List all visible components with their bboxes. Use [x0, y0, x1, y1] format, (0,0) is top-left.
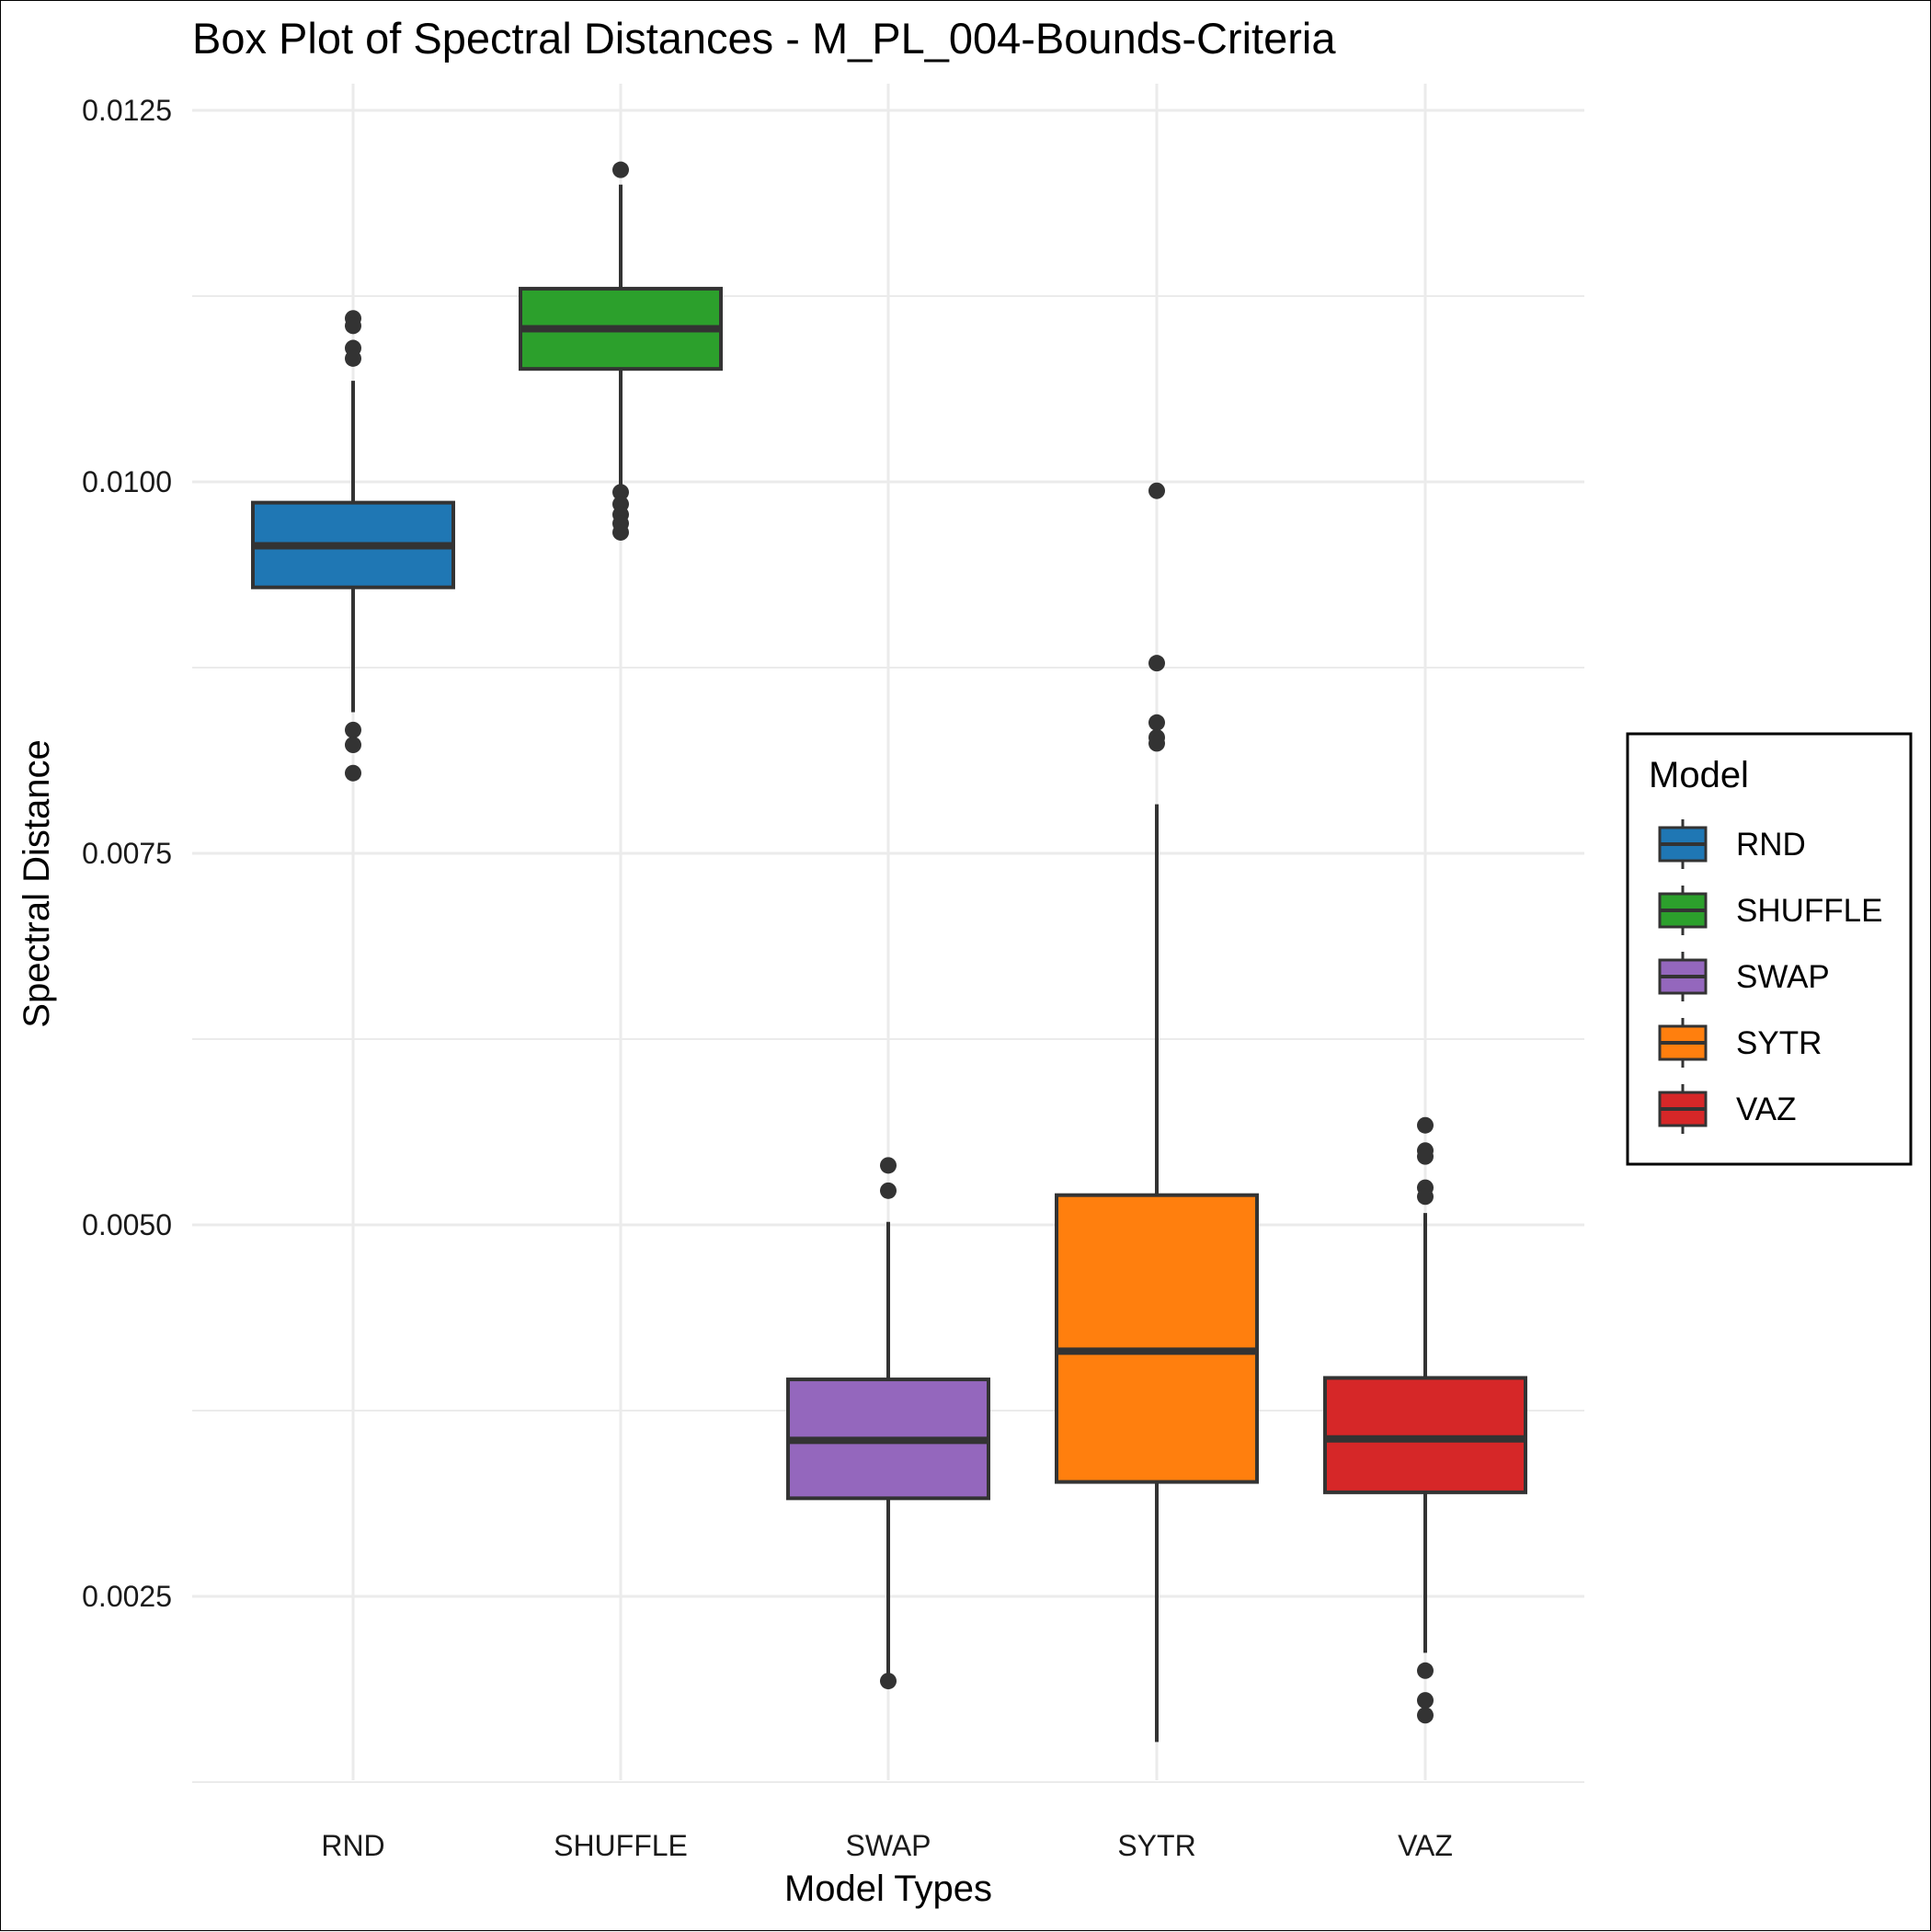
y-tick-label: 0.0075	[82, 837, 172, 870]
x-tick-label: SYTR	[1117, 1829, 1195, 1862]
y-tick-label: 0.0100	[82, 465, 172, 498]
outlier-point	[1417, 1692, 1434, 1709]
legend-label: SWAP	[1736, 959, 1830, 995]
outlier-point	[880, 1157, 897, 1174]
box-sytr	[1055, 482, 1259, 1743]
outlier-point	[1148, 655, 1165, 672]
outlier-point	[880, 1673, 897, 1690]
x-tick-label: SHUFFLE	[554, 1829, 688, 1862]
outlier-point	[345, 764, 361, 782]
outlier-point	[612, 484, 629, 501]
y-tick-label: 0.0025	[82, 1580, 172, 1613]
outlier-point	[1417, 1148, 1434, 1165]
outlier-point	[612, 523, 629, 541]
outlier-point	[1417, 1662, 1434, 1679]
box-layer	[251, 161, 1527, 1743]
outlier-point	[1417, 1116, 1434, 1134]
legend-items: RND SHUFFLE SWAP SYTR VAZ	[1658, 819, 1882, 1134]
outlier-point	[1148, 482, 1165, 499]
legend-label: SYTR	[1736, 1025, 1822, 1061]
legend-item-sytr: SYTR	[1658, 1018, 1822, 1068]
chart-title: Box Plot of Spectral Distances - M_PL_00…	[192, 14, 1336, 63]
legend-label: VAZ	[1736, 1092, 1796, 1127]
outlier-point	[345, 721, 361, 738]
box-vaz	[1323, 1116, 1527, 1724]
y-tick-label: 0.0050	[82, 1208, 172, 1241]
box-swap	[786, 1157, 990, 1690]
outlier-point	[345, 349, 361, 367]
iqr-box	[1055, 1193, 1259, 1484]
outlier-point	[345, 737, 361, 754]
box-shuffle	[519, 161, 723, 541]
outlier-point	[1417, 1188, 1434, 1206]
x-tick-label: VAZ	[1398, 1829, 1453, 1862]
legend-item-vaz: VAZ	[1658, 1084, 1796, 1134]
y-tick-label: 0.0125	[82, 94, 172, 127]
legend-item-shuffle: SHUFFLE	[1658, 886, 1882, 935]
legend-item-rnd: RND	[1658, 819, 1806, 869]
outlier-point	[1417, 1707, 1434, 1724]
x-tick-label: RND	[321, 1829, 384, 1862]
axis-layer: 0.0025 0.0050 0.0075 0.0100 0.0125 RND SHUFFLE…	[82, 94, 1453, 1862]
y-axis-title: Spectral Distance	[17, 739, 57, 1027]
outlier-point	[1148, 714, 1165, 731]
legend-label: SHUFFLE	[1736, 893, 1882, 929]
x-tick-label: SWAP	[845, 1829, 931, 1862]
legend-item-swap: SWAP	[1658, 952, 1830, 1001]
box-rnd	[251, 310, 455, 782]
iqr-box	[1323, 1376, 1527, 1494]
x-axis-title: Model Types	[784, 1869, 992, 1909]
outlier-point	[345, 317, 361, 335]
outlier-point	[880, 1182, 897, 1199]
legend-label: RND	[1736, 827, 1806, 863]
outlier-point	[1148, 735, 1165, 752]
legend-title: Model	[1649, 755, 1749, 795]
legend: Model RND SHUFFLE SWAP SYTR VAZ	[1626, 732, 1913, 1166]
outlier-point	[612, 161, 629, 178]
